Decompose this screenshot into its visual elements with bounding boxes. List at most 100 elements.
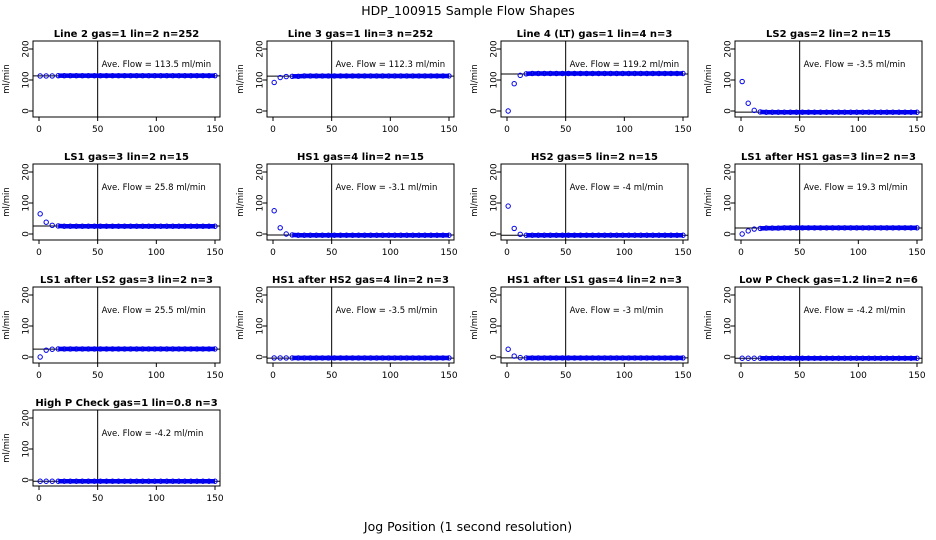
x-tick-label: 50: [326, 125, 338, 135]
y-tick-label: 200: [256, 286, 266, 303]
x-tick-label: 0: [504, 248, 510, 258]
data-point: [446, 232, 452, 238]
panel-title: LS1 after LS2 gas=3 lin=2 n=3: [40, 275, 213, 286]
x-tick-label: 0: [270, 248, 276, 258]
data-point: [505, 203, 511, 209]
data-point: [37, 354, 43, 360]
y-tick-label: 200: [22, 163, 32, 180]
figure-title: HDP_100915 Sample Flow Shapes: [361, 3, 575, 18]
data-point: [277, 355, 283, 361]
data-points: [37, 72, 218, 79]
data-point: [49, 222, 55, 229]
plot-frame: [32, 286, 221, 364]
average-flow-annotation: Ave. Flow = 113.5 ml/min: [102, 60, 211, 70]
data-points: [739, 225, 920, 237]
data-points: [271, 208, 452, 238]
y-axis-label: ml/min: [2, 433, 12, 463]
data-points: [37, 346, 218, 360]
x-tick-label: 100: [616, 248, 633, 258]
data-point: [745, 100, 751, 106]
x-tick-label: 100: [616, 371, 633, 381]
data-point: [277, 225, 283, 231]
average-flow-annotation: Ave. Flow = -4.2 ml/min: [804, 306, 906, 316]
data-point: [277, 74, 283, 81]
data-point: [271, 208, 277, 214]
data-point: [446, 73, 452, 79]
y-axis-label: ml/min: [2, 310, 12, 340]
plot-frame: [32, 163, 221, 241]
panel-title: Line 2 gas=1 lin=2 n=252: [54, 29, 200, 40]
x-tick-label: 50: [92, 371, 104, 381]
data-point: [517, 354, 523, 361]
y-tick-label: 0: [490, 108, 500, 114]
panel-title: LS1 after HS1 gas=3 lin=2 n=3: [741, 152, 916, 163]
y-axis-label: ml/min: [236, 187, 246, 217]
panel-title: High P Check gas=1 lin=0.8 n=3: [35, 398, 217, 409]
y-tick-label: 200: [724, 40, 734, 57]
y-axis-label: ml/min: [2, 64, 12, 94]
y-tick-label: 200: [490, 286, 500, 303]
x-tick-label: 0: [738, 371, 744, 381]
data-point: [751, 107, 757, 114]
average-flow-annotation: Ave. Flow = -3.1 ml/min: [336, 183, 438, 193]
plot-frame: [734, 163, 923, 241]
data-points: [271, 73, 452, 86]
x-tick-label: 0: [36, 248, 42, 258]
chart-panel-6: HS1 gas=4 lin=2 n=15 ml/min 0 100 200 0 50 100 1…: [236, 152, 458, 258]
x-tick-label: 50: [92, 248, 104, 258]
data-point: [212, 72, 218, 79]
data-point: [37, 211, 43, 217]
data-points: [505, 203, 686, 238]
y-tick-label: 0: [22, 354, 32, 360]
chart-panel-1: Line 2 gas=1 lin=2 n=252 ml/min 0 100 200 0 50…: [2, 29, 224, 135]
y-axis-label: ml/min: [470, 64, 480, 94]
x-tick-label: 100: [850, 248, 867, 258]
x-tick-label: 100: [382, 125, 399, 135]
y-tick-label: 100: [22, 317, 32, 334]
data-point: [739, 355, 745, 361]
y-tick-label: 200: [490, 40, 500, 57]
data-point: [511, 81, 517, 87]
plot-frame: [32, 40, 221, 118]
data-point: [511, 225, 517, 232]
plot-frame: [734, 40, 923, 118]
x-tick-label: 100: [148, 125, 165, 135]
chart-panel-9: LS1 after LS2 gas=3 lin=2 n=3 ml/min 0 100 2…: [2, 275, 224, 381]
y-tick-label: 0: [22, 231, 32, 237]
data-point: [446, 355, 452, 361]
chart-panel-5: LS1 gas=3 lin=2 n=15 ml/min 0 100 200 0 50 100 1…: [2, 152, 224, 258]
panel-title: HS1 gas=4 lin=2 n=15: [297, 152, 424, 163]
y-tick-label: 100: [490, 71, 500, 88]
figure-xlabel: Jog Position (1 second resolution): [363, 519, 572, 534]
x-tick-label: 0: [270, 371, 276, 381]
data-point: [283, 231, 289, 237]
y-tick-label: 100: [490, 317, 500, 334]
chart-panel-10: HS1 after HS2 gas=4 lin=2 n=3 ml/min 0 100 2…: [236, 275, 458, 381]
x-tick-label: 100: [382, 371, 399, 381]
panel-title: LS1 gas=3 lin=2 n=15: [64, 152, 189, 163]
y-tick-label: 0: [22, 477, 32, 483]
plot-frame: [266, 286, 455, 364]
x-tick-label: 0: [36, 371, 42, 381]
x-tick-label: 50: [794, 248, 806, 258]
y-axis-label: ml/min: [470, 187, 480, 217]
y-tick-label: 0: [724, 108, 734, 114]
panel-title: HS1 after HS2 gas=4 lin=2 n=3: [272, 275, 449, 286]
y-tick-label: 0: [22, 108, 32, 114]
data-point: [37, 73, 43, 79]
x-tick-label: 150: [440, 371, 457, 381]
chart-panel-8: LS1 after HS1 gas=3 lin=2 n=3 ml/min 0 100 2…: [704, 152, 926, 258]
x-tick-label: 100: [616, 125, 633, 135]
data-point: [914, 355, 920, 361]
x-tick-label: 50: [92, 494, 104, 504]
x-tick-label: 50: [794, 125, 806, 135]
data-points: [271, 355, 452, 361]
x-tick-label: 50: [560, 125, 572, 135]
y-tick-label: 0: [256, 108, 266, 114]
x-tick-label: 50: [560, 248, 572, 258]
y-tick-label: 200: [22, 40, 32, 57]
x-tick-label: 0: [36, 494, 42, 504]
plot-frame: [500, 286, 689, 364]
data-point: [283, 355, 289, 361]
